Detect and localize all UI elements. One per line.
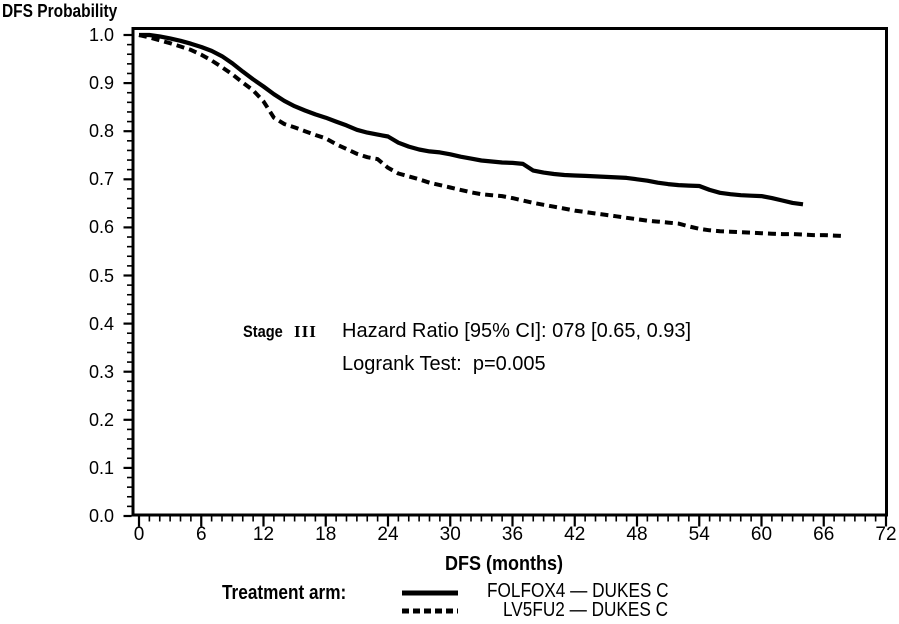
y-tick-label: 0.9 <box>88 73 114 94</box>
y-axis-title-text: DFS Probability <box>2 1 118 21</box>
legend-item-lv5fu2: LV5FU2 — DUKES C <box>503 599 695 622</box>
legend-dashed-line-swatch <box>402 608 458 614</box>
x-tick-label: 6 <box>195 524 207 545</box>
legend-title-text: Treatment arm: <box>222 582 347 604</box>
x-axis-title: DFS (months) <box>445 553 563 575</box>
stage-annotation-numeral: III <box>294 322 317 341</box>
y-tick-label: 0.2 <box>88 409 114 430</box>
y-axis-title: DFS Probability <box>2 1 136 22</box>
x-tick-label: 30 <box>439 524 461 545</box>
x-tick-label: 0 <box>133 524 145 545</box>
x-tick-label: 54 <box>688 524 710 545</box>
legend-item-lv5fu2-label: LV5FU2 — DUKES C <box>503 599 669 621</box>
x-tick-label: 24 <box>377 524 399 545</box>
x-tick-label: 48 <box>626 524 648 545</box>
legend-title: Treatment arm: <box>222 582 367 605</box>
logrank-annotation: Logrank Test: p=0.005 <box>342 353 546 375</box>
x-tick-label: 60 <box>750 524 773 545</box>
y-tick-label: 0.7 <box>88 169 114 190</box>
survival-curve-lv5fu2 <box>138 33 845 239</box>
y-tick-label: 0.4 <box>88 313 114 334</box>
x-tick-label: 66 <box>813 524 835 545</box>
y-tick-label: 0.8 <box>88 121 114 142</box>
legend-item-folfox4: FOLFOX4 — DUKES C <box>487 580 698 603</box>
y-tick-label: 0.3 <box>88 361 114 382</box>
x-tick-label: 18 <box>315 524 337 545</box>
stage-annotation: Stage III <box>243 322 317 342</box>
hazard-ratio-annotation: Hazard Ratio [95% CI]: 078 [0.65, 0.93] <box>342 320 692 342</box>
x-tick-label: 12 <box>252 524 275 545</box>
y-tick-label: 0.0 <box>88 506 114 526</box>
y-tick-label: 0.1 <box>88 457 114 478</box>
x-tick-label: 72 <box>875 524 897 545</box>
y-tick-label: 1.0 <box>88 25 114 45</box>
survival-curve-folfox4 <box>139 32 804 207</box>
y-tick-label: 0.5 <box>88 265 114 286</box>
x-tick-label: 42 <box>564 524 586 545</box>
x-tick-label: 36 <box>501 524 524 545</box>
stage-annotation-prefix: Stage <box>243 322 283 341</box>
plot-frame <box>131 27 888 517</box>
y-tick-label: 0.6 <box>88 217 114 238</box>
legend-item-folfox4-label: FOLFOX4 — DUKES C <box>487 580 669 602</box>
legend-solid-line-swatch <box>402 590 458 596</box>
